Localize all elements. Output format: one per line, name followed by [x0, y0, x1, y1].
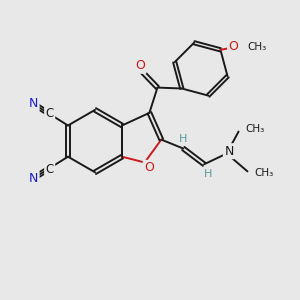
Text: H: H	[179, 134, 188, 144]
Text: C: C	[46, 106, 54, 120]
Text: O: O	[135, 59, 145, 72]
Text: CH₃: CH₃	[245, 124, 264, 134]
Text: N: N	[29, 172, 38, 185]
Text: N: N	[224, 145, 234, 158]
Text: CH₃: CH₃	[254, 168, 273, 178]
Text: CH₃: CH₃	[247, 42, 266, 52]
Text: O: O	[229, 40, 238, 53]
Text: N: N	[29, 98, 38, 110]
Text: O: O	[144, 161, 154, 174]
Text: C: C	[46, 163, 54, 176]
Text: H: H	[203, 169, 212, 179]
